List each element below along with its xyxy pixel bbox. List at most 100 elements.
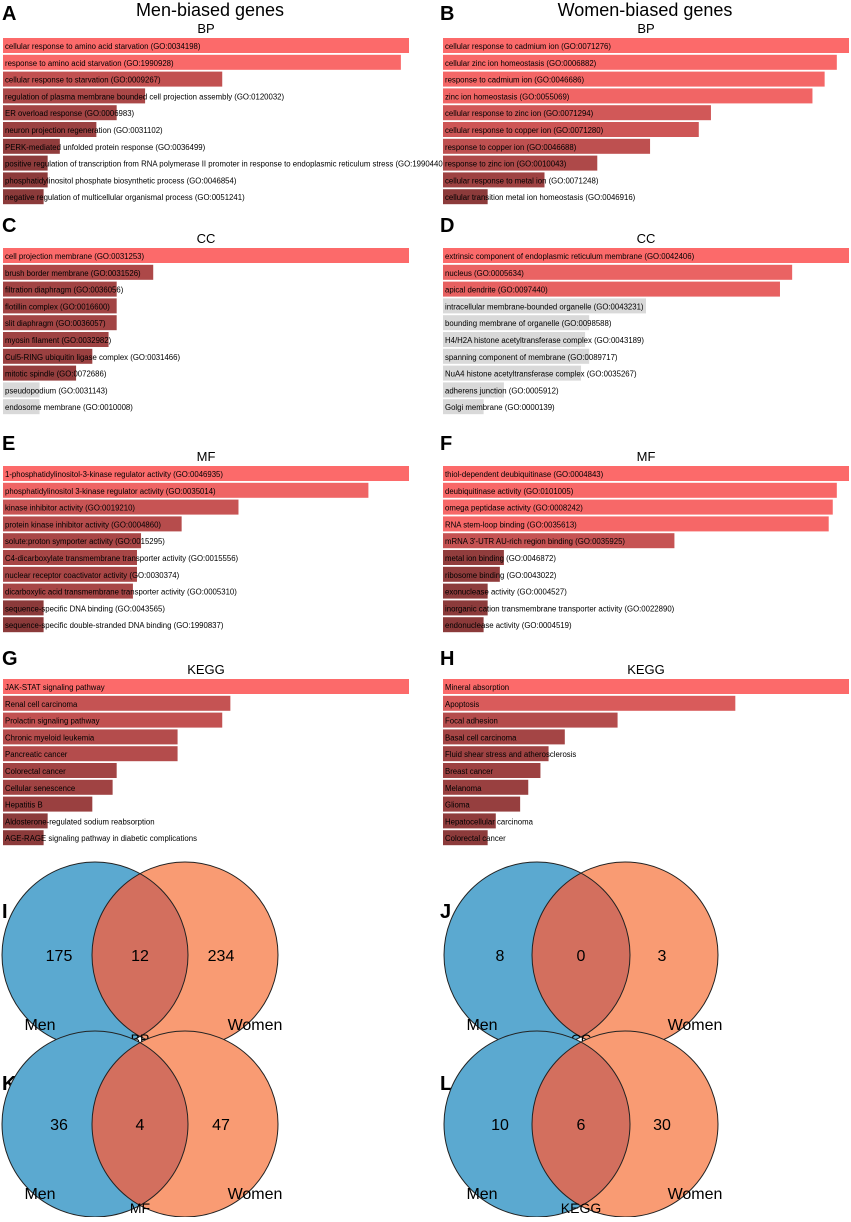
bar-label: apical dendrite (GO:0097440) (445, 286, 548, 295)
bar-label: AGE-RAGE signaling pathway in diabetic c… (5, 834, 197, 843)
bar-label: Hepatocellular carcinoma (445, 817, 534, 826)
panel-letter: L (440, 1073, 452, 1095)
bar (3, 315, 117, 331)
bar-label: omega peptidase activity (GO:0008242) (445, 504, 583, 513)
bar (443, 499, 833, 515)
venn-men-label: Men (466, 1186, 497, 1203)
bar (443, 138, 651, 154)
bar-label: thiol-dependent deubiquitinase (GO:00048… (445, 470, 604, 479)
bar (443, 516, 829, 532)
bar-label: response to zinc ion (GO:0010043) (445, 160, 567, 169)
bar (443, 38, 849, 53)
bar (3, 679, 409, 694)
bar-label: spanning component of membrane (GO:00897… (445, 353, 618, 362)
bar-label: ER overload response (GO:0006983) (5, 109, 135, 118)
bar-label: ribosome binding (GO:0043022) (445, 571, 557, 580)
bar (3, 566, 137, 582)
panel-letter: D (440, 215, 454, 237)
bar (3, 695, 231, 711)
bar (443, 533, 675, 549)
bar-label: Renal cell carcinoma (5, 700, 78, 709)
bar-label: exonuclease activity (GO:0004527) (445, 588, 567, 597)
bar (3, 348, 93, 364)
bar (3, 499, 239, 515)
bar-label: intracellular membrane-bounded organelle… (445, 302, 644, 311)
bar (3, 813, 48, 829)
bar (3, 516, 182, 532)
panel-letter: H (440, 648, 454, 670)
bar (443, 281, 780, 297)
bar-label: C4-dicarboxylate transmembrane transport… (5, 554, 239, 563)
bar (3, 830, 44, 846)
bar-label: cellular response to zinc ion (GO:007129… (445, 109, 594, 118)
bar-label: sequence-specific double-stranded DNA bi… (5, 621, 224, 630)
bar-label: Mineral absorption (445, 683, 509, 692)
panel-letter: B (440, 3, 454, 25)
bar-label: response to cadmium ion (GO:0046686) (445, 76, 585, 85)
panel-letter: A (2, 3, 16, 25)
bar-label: mRNA 3'-UTR AU-rich region binding (GO:0… (445, 537, 625, 546)
bar (443, 315, 590, 331)
bar-label: Pancreatic cancer (5, 750, 68, 759)
bar (3, 550, 137, 565)
bar (443, 54, 837, 70)
bar (3, 189, 44, 205)
panel-letter: G (2, 648, 18, 670)
bar (3, 38, 409, 53)
bar (443, 550, 504, 565)
bar (3, 122, 97, 137)
venn-overlap-count: 12 (131, 948, 149, 965)
venn-women-only-count: 3 (658, 948, 667, 965)
bar-label: JAK-STAT signaling pathway (5, 683, 105, 692)
bar-label: Focal adhesion (445, 717, 498, 726)
bar-label: cellular response to amino acid starvati… (5, 42, 201, 51)
bar-label: kinase inhibitor activity (GO:0019210) (5, 504, 135, 513)
bar-label: metal ion binding (GO:0046872) (445, 554, 556, 563)
bar-label: cellular response to metal ion (GO:00712… (445, 176, 599, 185)
bar-label: cellular zinc ion homeostasis (GO:000688… (445, 59, 597, 68)
bar (3, 796, 93, 812)
bar-label: mitotic spindle (GO:0072686) (5, 370, 107, 379)
bar (3, 583, 133, 599)
bar (3, 105, 117, 121)
venn-men-only-count: 36 (50, 1117, 68, 1134)
bar (443, 264, 793, 280)
venn-overlap-count: 4 (136, 1117, 145, 1134)
bar-label: extrinsic component of endoplasmic retic… (445, 252, 695, 261)
panel-title: BP (197, 21, 214, 36)
bar (443, 155, 598, 171)
bar-label: endonuclease activity (GO:0004519) (445, 621, 572, 630)
panel-title: MF (197, 449, 216, 464)
panel-letter: E (2, 433, 15, 455)
bar-label: cellular transition metal ion homeostasi… (445, 193, 636, 202)
bar (443, 298, 646, 314)
venn-women-label: Women (228, 1017, 283, 1034)
bar-label: Chronic myeloid leukemia (5, 733, 95, 742)
bar (3, 332, 109, 347)
bar-label: sequence-specific DNA binding (GO:004356… (5, 604, 165, 613)
bar (443, 796, 521, 812)
panel-title: BP (637, 21, 654, 36)
bar-label: cellular response to copper ion (GO:0071… (445, 126, 604, 135)
bar (443, 566, 500, 582)
venn-title: MF (130, 1200, 150, 1216)
panel-title: CC (637, 231, 656, 246)
bar-label: regulation of plasma membrane bounded ce… (5, 92, 285, 101)
bar (3, 399, 40, 415)
bar (3, 138, 60, 154)
panel-title: KEGG (187, 662, 225, 677)
venn-men-only-count: 8 (496, 948, 505, 965)
venn-overlap (92, 862, 188, 1048)
bar-label: solute:proton symporter activity (GO:001… (5, 537, 165, 546)
bar-label: Aldosterone-regulated sodium reabsorptio… (5, 817, 155, 826)
bar (3, 600, 44, 616)
bar (443, 617, 484, 633)
bar-label: pseudopodium (GO:0031143) (5, 386, 108, 395)
bar-label: myosin filament (GO:0032982) (5, 336, 112, 345)
venn-women-label: Women (228, 1186, 283, 1203)
bar (443, 172, 545, 188)
bar (3, 248, 409, 263)
bar-label: Basal cell carcinoma (445, 733, 517, 742)
bar-label: Breast cancer (445, 767, 494, 776)
venn-women-only-count: 234 (208, 948, 235, 965)
